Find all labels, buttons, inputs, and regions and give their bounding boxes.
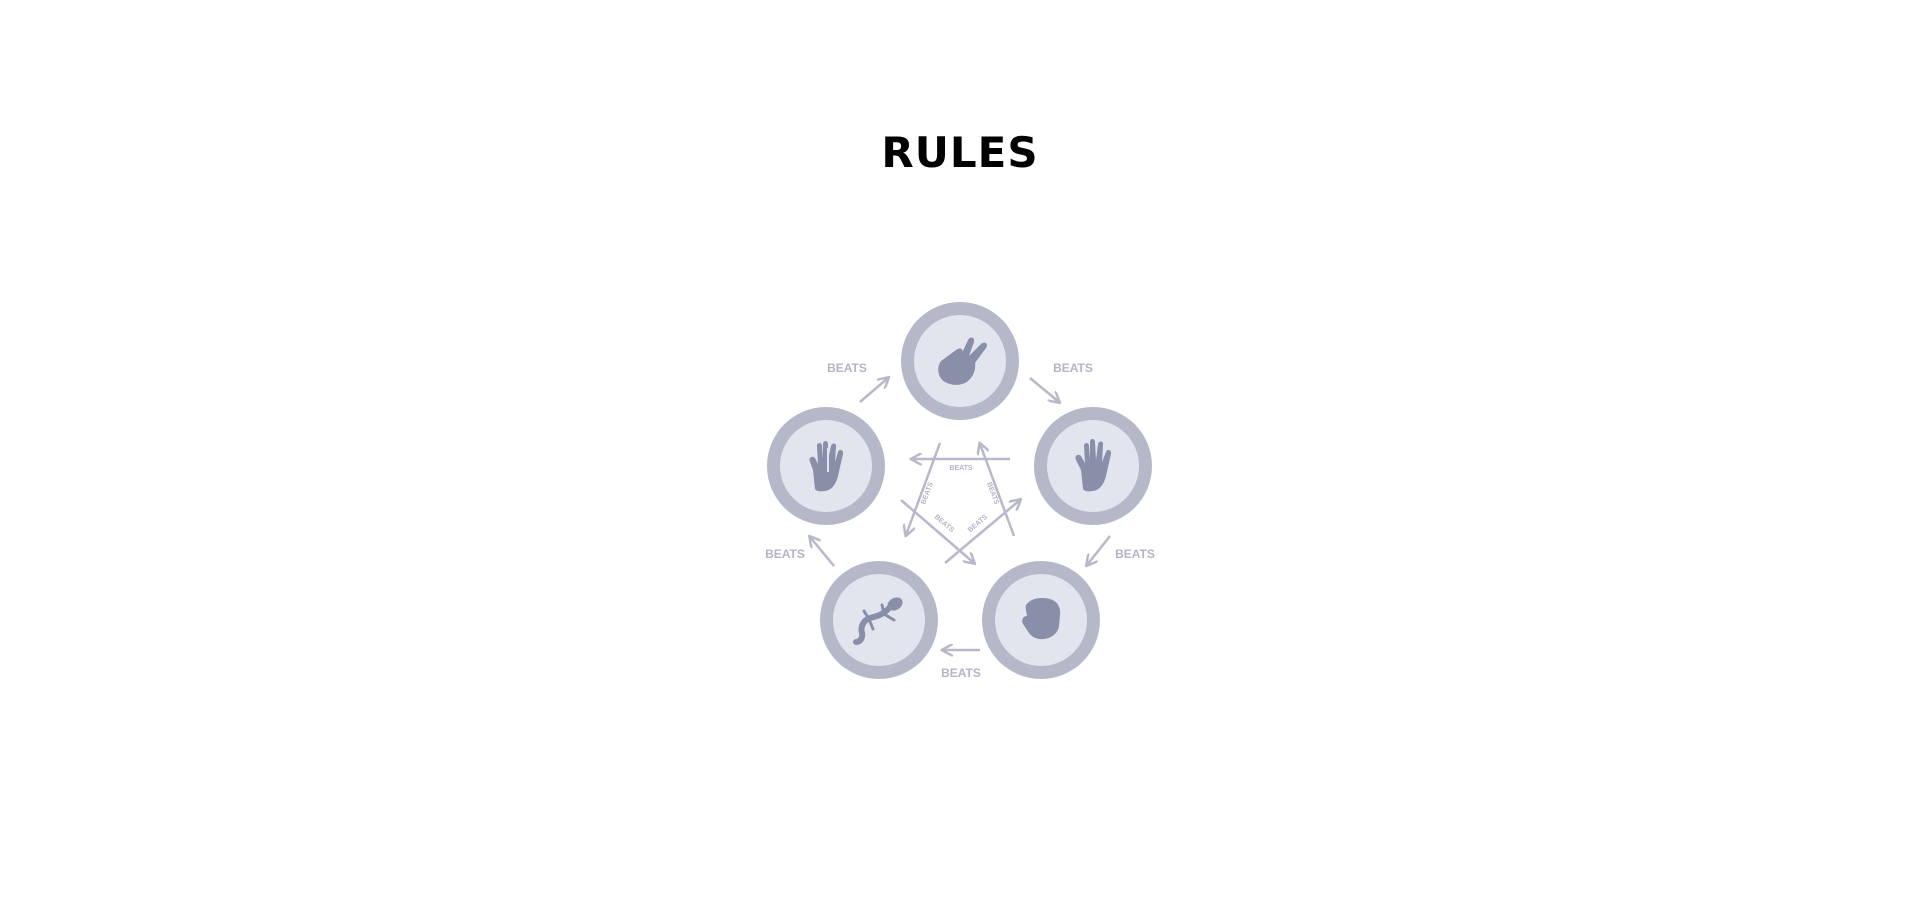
beats-label-spock-scissors: BEATS [827, 361, 867, 375]
page-title: RULES [881, 128, 1039, 177]
arrow-spock-rock [900, 499, 974, 563]
beats-label-rock-lizard: BEATS [941, 666, 981, 680]
beats-label-paper-rock: BEATS [1115, 547, 1155, 561]
outer-arrows [810, 377, 1111, 650]
arrow-lizard-paper [944, 500, 1020, 564]
arrow-scissors-paper [1029, 377, 1059, 402]
arrow-scissors-lizard [906, 442, 942, 535]
arrow-lizard-spock [810, 537, 835, 567]
beats-label-lizard-paper: BEATS [967, 514, 990, 534]
beats-label-paper-spock: BEATS [949, 465, 973, 472]
lizard-icon [853, 597, 903, 645]
rock-fist-icon [1022, 598, 1061, 640]
paper-node[interactable] [1034, 407, 1152, 525]
beats-label-scissors-paper: BEATS [1053, 361, 1093, 375]
spock-node[interactable] [767, 407, 885, 525]
outer-beats-labels: BEATS BEATS BEATS BEATS BEATS [765, 361, 1155, 680]
paper-hand-icon [1075, 439, 1112, 492]
scissors-hand-icon [938, 337, 987, 385]
spock-hand-icon [809, 441, 844, 492]
inner-beats-labels: BEATS BEATS BEATS BEATS BEATS [920, 465, 999, 534]
scissors-node[interactable] [901, 302, 1019, 420]
arrow-paper-rock [1087, 535, 1111, 565]
rock-node[interactable] [982, 561, 1100, 679]
lizard-node[interactable] [820, 561, 938, 679]
beats-label-lizard-spock: BEATS [765, 547, 805, 561]
arrow-spock-scissors [859, 378, 888, 403]
inner-arrows [900, 442, 1020, 564]
